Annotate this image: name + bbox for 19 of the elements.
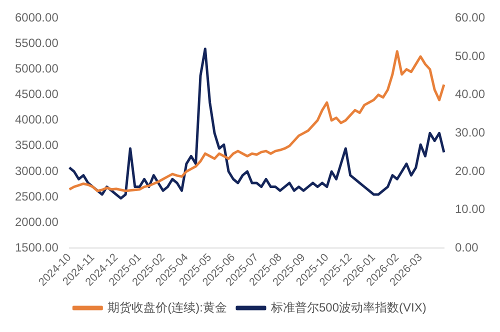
y-tick-label: 1500.00 [14,240,59,254]
y-tick-label: 6000.00 [14,10,59,25]
legend-label: 期货收盘价(连续):黄金 [108,300,227,314]
y-tick-label: 5000.00 [14,62,59,76]
y2-tick-label: 50.00 [454,48,486,63]
y2-tick-label: 30.00 [454,125,486,140]
y2-tick-label: 40.00 [454,87,486,102]
y-tick-label: 3000.00 [14,164,59,178]
y2-tick-label: 10.00 [454,202,486,216]
y2-tick-label: 0.00 [454,240,479,254]
y-tick-label: 5500.00 [14,36,59,50]
y-tick-label: 4000.00 [14,112,59,127]
y-tick-label: 2500.00 [14,189,59,204]
y-tick-label: 4500.00 [14,87,59,102]
y2-tick-label: 20.00 [454,164,486,178]
legend-label: 标准普尔500波动率指数(VIX) [270,300,426,314]
y-tick-label: 2000.00 [14,214,59,229]
y2-tick-label: 60.00 [454,10,486,25]
y-tick-label: 3500.00 [14,138,59,152]
